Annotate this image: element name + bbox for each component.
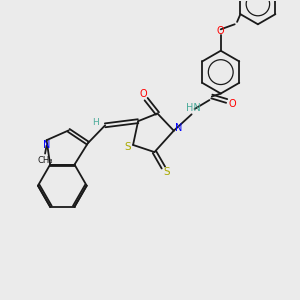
Text: O: O — [140, 89, 148, 99]
Text: H: H — [92, 118, 99, 127]
Text: S: S — [124, 142, 131, 152]
Text: O: O — [217, 26, 225, 36]
Text: S: S — [164, 167, 170, 177]
Text: HN: HN — [186, 103, 200, 113]
Text: N: N — [175, 123, 182, 133]
Text: O: O — [228, 99, 236, 109]
Text: N: N — [44, 140, 51, 150]
Text: CH₃: CH₃ — [37, 156, 53, 165]
